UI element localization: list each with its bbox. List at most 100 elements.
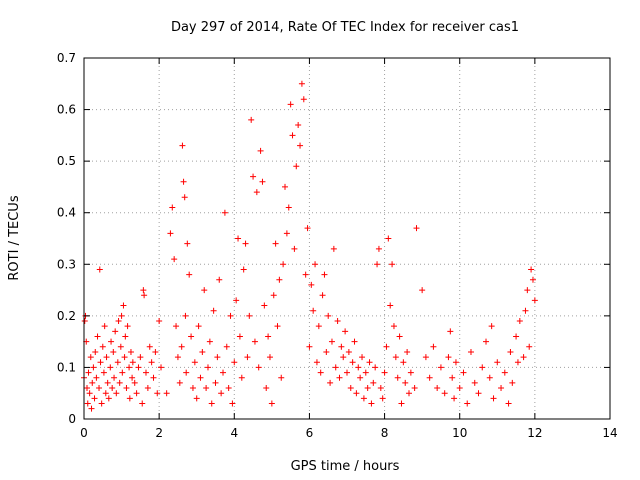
data-point [173,323,180,330]
data-point [93,374,100,381]
data-point [225,385,232,392]
data-point [526,343,533,350]
data-point [259,178,266,185]
data-point [413,225,420,232]
data-point [430,343,437,350]
data-point [263,385,270,392]
data-point [330,245,337,252]
y-tick-label: 0.2 [57,309,76,323]
data-point [340,354,347,361]
data-point [490,395,497,402]
data-point [223,343,230,350]
data-point [116,379,123,386]
data-point [315,323,322,330]
x-tick-label: 2 [155,426,163,440]
y-tick-label: 0.7 [57,51,76,65]
data-point [174,354,181,361]
data-point [268,400,275,407]
data-point [129,374,136,381]
x-tick-label: 6 [306,426,314,440]
data-point [332,364,339,371]
data-point [366,359,373,366]
data-point [464,400,471,407]
data-point [137,354,144,361]
data-point [407,369,414,376]
data-point [191,359,198,366]
data-point [494,359,501,366]
data-point [203,385,210,392]
data-point [402,379,409,386]
data-point [370,379,377,386]
data-point [310,307,317,314]
data-point [167,230,174,237]
data-point [445,354,452,361]
data-point [483,338,490,345]
data-point [193,395,200,402]
data-point [317,369,324,376]
data-point [287,101,294,108]
data-point [374,261,381,268]
data-point [97,359,104,366]
data-point [109,385,116,392]
data-point [529,276,536,283]
data-point [212,379,219,386]
data-point [327,379,334,386]
data-point [250,173,257,180]
data-point [246,312,253,319]
data-point [152,348,159,355]
data-point [139,400,146,407]
data-point [199,348,206,355]
data-point [411,385,418,392]
data-point [344,369,350,376]
y-tick-label: 0.6 [57,103,76,117]
data-point [313,359,320,366]
data-point [154,390,161,397]
data-point [398,400,405,407]
plot-frame [83,57,611,420]
data-point [449,374,456,381]
data-point [189,385,196,392]
data-point [520,354,527,361]
data-point [396,333,403,340]
data-point [84,400,91,407]
data-point [179,142,186,149]
data-point [101,323,108,330]
data-point [100,369,107,376]
data-point [99,343,106,350]
data-point [319,292,326,299]
data-point [90,364,97,371]
data-point [178,343,185,350]
data-point [176,379,183,386]
data-point [218,390,225,397]
y-tick-label: 0 [68,412,76,426]
data-point [88,405,95,412]
data-point [180,178,187,185]
data-point [156,318,163,325]
data-point [524,287,531,294]
data-point [148,359,155,366]
data-point [121,354,128,361]
data-point [507,348,514,355]
x-tick-label: 14 [602,426,617,440]
data-point [293,163,300,170]
data-point [456,385,463,392]
y-tick-label: 0.3 [57,257,76,271]
data-point [144,385,151,392]
data-point [345,348,352,355]
data-point [501,369,508,376]
data-point [325,312,332,319]
data-point [349,359,356,366]
data-point [105,395,112,402]
data-point [181,194,188,201]
data-point [87,354,94,361]
data-point [353,390,360,397]
data-point [216,276,223,283]
data-point [488,323,495,330]
data-point [169,204,176,211]
x-axis-title: GPS time / hours [291,459,400,474]
data-point [372,364,379,371]
data-point [321,271,328,278]
data-point [163,390,170,397]
data-point [531,297,538,304]
data-point [110,348,117,355]
